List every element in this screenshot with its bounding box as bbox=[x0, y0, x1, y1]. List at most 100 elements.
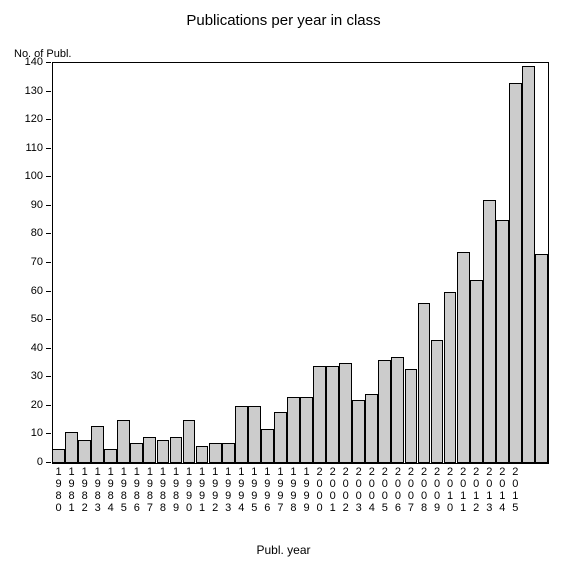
x-tick-label: 2008 bbox=[420, 466, 428, 514]
bar bbox=[222, 443, 235, 463]
bar bbox=[522, 66, 535, 463]
y-tick-label: 110 bbox=[25, 142, 43, 154]
x-tick-label: 1994 bbox=[237, 466, 245, 514]
bar bbox=[104, 449, 117, 463]
x-tick-label: 1998 bbox=[289, 466, 297, 514]
x-tick-label: 2005 bbox=[381, 466, 389, 514]
bar bbox=[391, 357, 404, 463]
y-tick bbox=[46, 376, 51, 377]
x-tick-label: 2010 bbox=[446, 466, 454, 514]
bar bbox=[143, 437, 156, 463]
x-tick-label: 1991 bbox=[198, 466, 206, 514]
bar bbox=[535, 254, 548, 463]
y-tick-label: 30 bbox=[31, 370, 43, 382]
bar bbox=[130, 443, 143, 463]
bar bbox=[287, 397, 300, 463]
bar bbox=[496, 220, 509, 463]
x-tick-label: 1983 bbox=[94, 466, 102, 514]
bar bbox=[300, 397, 313, 463]
x-tick-label: 1982 bbox=[81, 466, 89, 514]
x-tick-label: 2012 bbox=[472, 466, 480, 514]
y-tick-label: 120 bbox=[25, 113, 43, 125]
bar bbox=[378, 360, 391, 463]
bar bbox=[352, 400, 365, 463]
y-tick-label: 20 bbox=[31, 399, 43, 411]
bar bbox=[65, 432, 78, 463]
x-tick-label: 2006 bbox=[394, 466, 402, 514]
x-tick-label: 1985 bbox=[120, 466, 128, 514]
x-tick-label: 1993 bbox=[224, 466, 232, 514]
y-tick-label: 70 bbox=[31, 256, 43, 268]
x-tick-label: 2001 bbox=[329, 466, 337, 514]
bar bbox=[418, 303, 431, 463]
y-tick bbox=[46, 348, 51, 349]
x-tick-label: 2009 bbox=[433, 466, 441, 514]
x-tick-label: 1996 bbox=[263, 466, 271, 514]
x-tick-label: 1988 bbox=[159, 466, 167, 514]
bar bbox=[196, 446, 209, 463]
y-tick bbox=[46, 176, 51, 177]
bar bbox=[78, 440, 91, 463]
y-tick bbox=[46, 405, 51, 406]
bar bbox=[483, 200, 496, 463]
y-tick bbox=[46, 233, 51, 234]
bar bbox=[339, 363, 352, 463]
y-tick-label: 50 bbox=[31, 313, 43, 325]
bar bbox=[470, 280, 483, 463]
x-tick-label: 1987 bbox=[146, 466, 154, 514]
x-tick-label: 1990 bbox=[185, 466, 193, 514]
x-tick-label: 1999 bbox=[303, 466, 311, 514]
y-tick bbox=[46, 119, 51, 120]
y-tick bbox=[46, 205, 51, 206]
x-tick-label: 2007 bbox=[407, 466, 415, 514]
bar bbox=[157, 440, 170, 463]
bar bbox=[509, 83, 522, 463]
x-tick-label: 1980 bbox=[55, 466, 63, 514]
y-tick-label: 100 bbox=[25, 170, 43, 182]
y-tick bbox=[46, 262, 51, 263]
y-tick bbox=[46, 433, 51, 434]
chart-title: Publications per year in class bbox=[0, 12, 567, 29]
bar bbox=[405, 369, 418, 463]
bar bbox=[326, 366, 339, 463]
x-tick-label: 2011 bbox=[459, 466, 467, 514]
bar bbox=[91, 426, 104, 463]
bar bbox=[248, 406, 261, 463]
x-tick-label: 2004 bbox=[368, 466, 376, 514]
y-tick-label: 60 bbox=[31, 285, 43, 297]
x-tick-label: 1981 bbox=[68, 466, 76, 514]
x-tick-label: 1986 bbox=[133, 466, 141, 514]
bar bbox=[170, 437, 183, 463]
x-tick-label: 2003 bbox=[355, 466, 363, 514]
x-tick-label: 2000 bbox=[316, 466, 324, 514]
bar bbox=[313, 366, 326, 463]
y-tick-label: 80 bbox=[31, 227, 43, 239]
bar bbox=[183, 420, 196, 463]
y-tick bbox=[46, 462, 51, 463]
publications-chart: Publications per year in class No. of Pu… bbox=[0, 0, 567, 567]
y-tick-label: 10 bbox=[31, 427, 43, 439]
y-tick bbox=[46, 91, 51, 92]
x-tick-label: 2002 bbox=[342, 466, 350, 514]
y-tick bbox=[46, 291, 51, 292]
bar bbox=[365, 394, 378, 463]
x-tick-label: 1997 bbox=[276, 466, 284, 514]
bar bbox=[457, 252, 470, 463]
bar bbox=[52, 449, 65, 463]
bar bbox=[274, 412, 287, 463]
x-axis-label: Publ. year bbox=[0, 543, 567, 557]
x-tick-label: 2015 bbox=[511, 466, 519, 514]
bar bbox=[209, 443, 222, 463]
y-tick-label: 140 bbox=[25, 56, 43, 68]
plot-area bbox=[52, 62, 549, 464]
x-tick-label: 2013 bbox=[485, 466, 493, 514]
y-tick bbox=[46, 148, 51, 149]
y-tick bbox=[46, 62, 51, 63]
x-tick-label: 1992 bbox=[211, 466, 219, 514]
x-tick-label: 2014 bbox=[498, 466, 506, 514]
bar bbox=[444, 292, 457, 463]
y-tick-label: 0 bbox=[37, 456, 43, 468]
y-tick-label: 90 bbox=[31, 199, 43, 211]
x-tick-label: 1989 bbox=[172, 466, 180, 514]
x-tick-label: 1995 bbox=[250, 466, 258, 514]
